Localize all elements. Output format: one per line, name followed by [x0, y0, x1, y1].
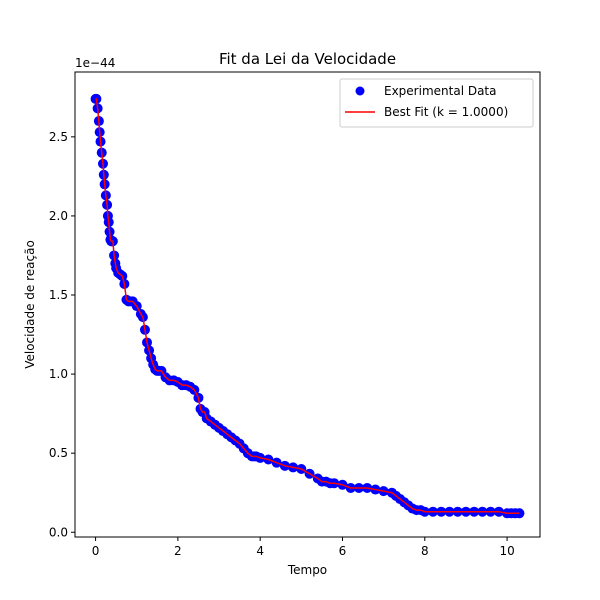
x-tick-label: 4: [256, 544, 264, 558]
chart-title: Fit da Lei da Velocidade: [219, 50, 396, 68]
x-tick-label: 10: [499, 544, 514, 558]
y-tick-label: 0.5: [49, 446, 68, 460]
x-axis-ticks: 0 2 4 6 8 10: [92, 537, 515, 558]
plot-area-frame: [74, 71, 541, 538]
legend-marker-experimental: [355, 86, 365, 96]
y-axis-ticks: 0.0 0.5 1.0 1.5 2.0 2.5: [49, 130, 75, 539]
x-tick-label: 8: [421, 544, 429, 558]
x-tick-label: 0: [92, 544, 100, 558]
x-tick-label: 6: [339, 544, 347, 558]
x-axis-label: Tempo: [287, 563, 327, 577]
legend-label-best-fit: Best Fit (k = 1.0000): [384, 105, 508, 119]
x-tick-label: 2: [174, 544, 182, 558]
data-layer: [90, 93, 525, 519]
legend-box: [339, 78, 534, 128]
y-tick-label: 0.0: [49, 525, 68, 539]
y-axis-label: Velocidade de reação: [23, 240, 37, 369]
y-tick-label: 1.0: [49, 367, 68, 381]
y-tick-label: 1.5: [49, 288, 68, 302]
legend-label-experimental: Experimental Data: [384, 84, 497, 98]
legend: Experimental Data Best Fit (k = 1.0000): [339, 78, 534, 128]
y-tick-label: 2.5: [49, 130, 68, 144]
y-offset-label: 1e−44: [75, 56, 115, 70]
best-fit-line: [95, 98, 520, 515]
y-tick-label: 2.0: [49, 209, 68, 223]
